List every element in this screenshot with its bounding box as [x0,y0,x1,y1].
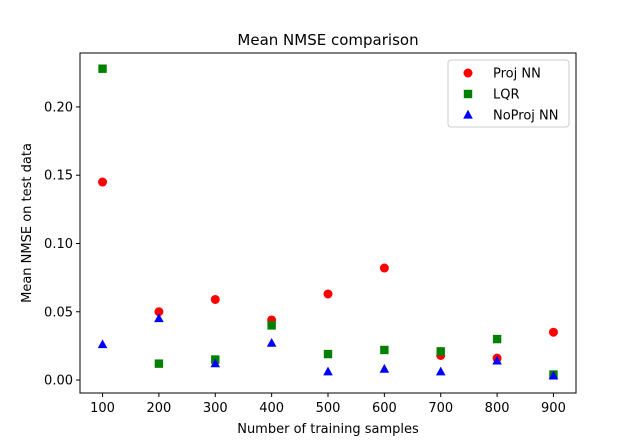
data-point-series-0-8 [548,327,558,337]
x-axis-ticks: 100 200 300 400 500 600 700 800 900 [90,393,566,416]
data-point-series-1-1 [154,359,164,368]
data-point-series-0-1 [154,307,164,317]
legend-marker-2 [463,109,473,119]
data-point-series-1-3 [267,321,276,330]
data-point-series-1-0 [98,64,107,73]
x-tick-label-3: 400 [259,401,284,416]
x-tick-label-4: 500 [316,401,341,416]
data-point-series-2-2 [210,358,221,368]
data-point-series-1-7 [492,334,502,344]
y-tick-label-2: 0.10 [44,237,73,252]
data-point-series-0-5 [379,263,389,273]
y-axis-label: Mean NMSE on test data [20,143,35,303]
x-tick-label-2: 300 [203,401,228,416]
data-point-series-2-7 [492,355,502,365]
y-tick-label-3: 0.15 [44,169,73,184]
legend-label-0: Proj NN [493,67,541,82]
data-point-series-2-5 [379,363,390,373]
data-point-series-2-3 [266,337,277,347]
legend-box [447,59,570,128]
y-tick-label-4: 0.20 [44,100,73,115]
data-point-series-2-4 [323,366,333,376]
x-tick-label-7: 800 [485,401,510,416]
y-tick-label-0: 0.00 [44,374,73,389]
y-axis-ticks: 0.00 0.05 0.10 0.15 0.20 [44,100,80,389]
data-point-series-1-5 [380,345,389,355]
legend: Proj NN LQR NoProj NN [447,59,570,128]
legend-marker-1 [463,89,473,99]
legend-label-1: LQR [493,88,520,103]
data-point-series-1-4 [323,349,333,359]
legend-marker-0 [463,68,473,78]
x-tick-label-0: 100 [90,401,115,416]
data-point-series-0-4 [323,289,333,299]
data-point-series-2-6 [435,366,446,376]
x-tick-label-1: 200 [146,401,171,416]
data-point-series-1-6 [436,347,445,356]
data-point-series-2-0 [97,339,108,349]
chart-title: Mean NMSE comparison [237,31,418,49]
x-tick-label-8: 900 [541,401,566,416]
x-tick-label-5: 600 [372,401,397,416]
data-point-series-0-2 [210,294,220,304]
x-tick-label-6: 700 [428,401,453,416]
y-tick-label-1: 0.05 [44,305,73,320]
x-axis-label: Number of training samples [237,422,419,437]
data-point-series-2-8 [548,370,559,380]
data-point-series-0-0 [98,177,108,187]
legend-label-2: NoProj NN [493,109,559,124]
data-point-series-2-1 [154,313,164,323]
plot-area [97,64,559,380]
